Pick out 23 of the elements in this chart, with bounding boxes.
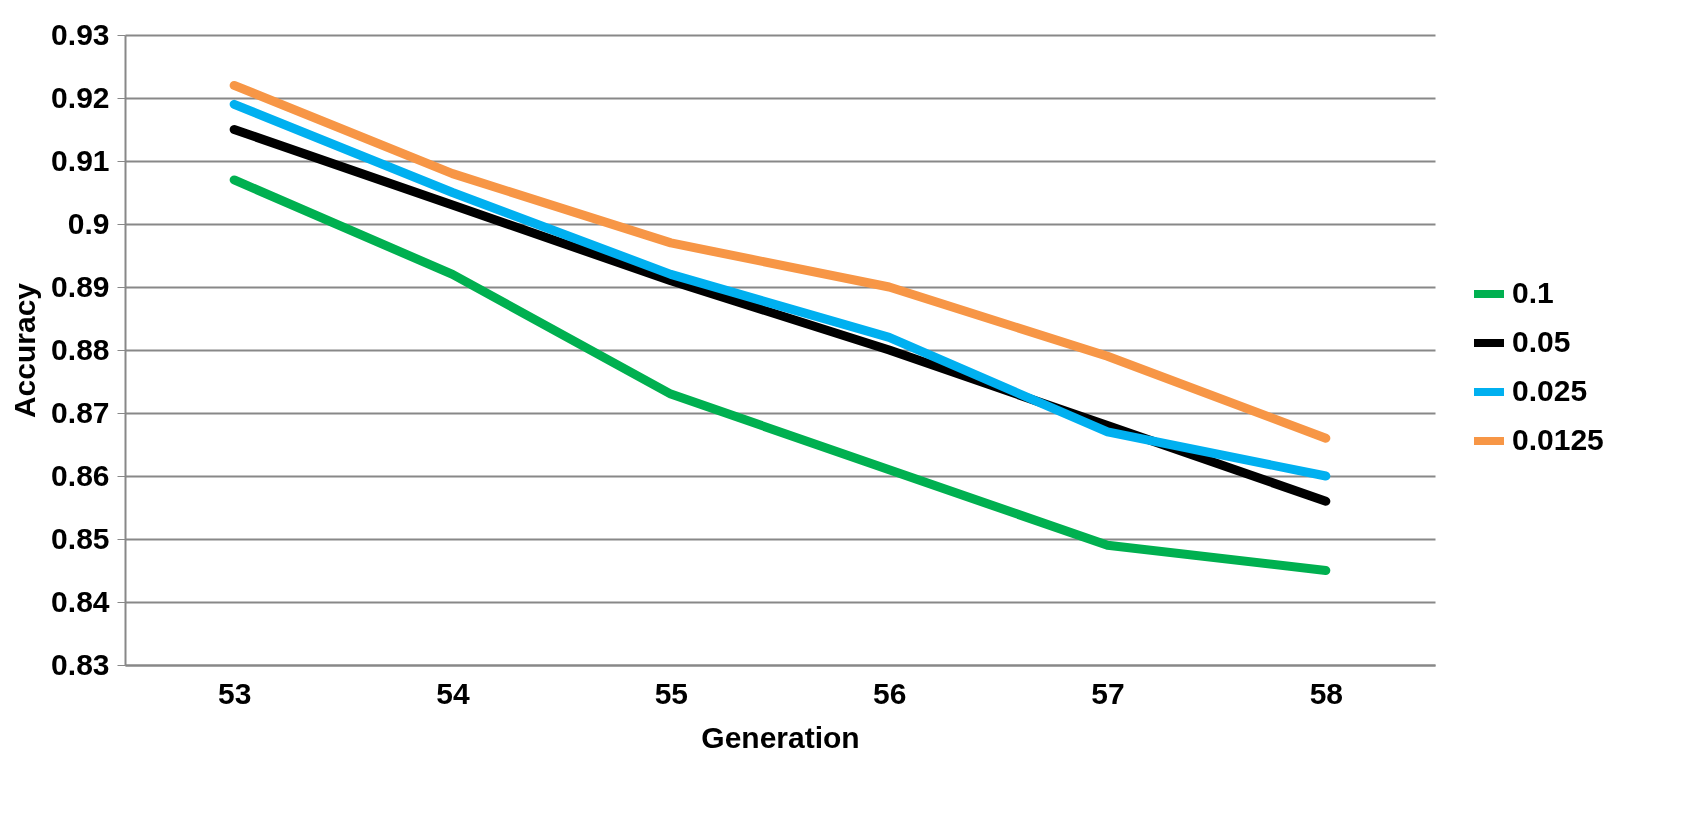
y-tick-label: 0.9: [67, 206, 110, 240]
x-tick-label: 56: [872, 676, 907, 710]
y-tick-label: 0.91: [51, 143, 110, 177]
y-tick-label: 0.87: [51, 395, 110, 429]
legend-label: 0.1: [1512, 276, 1554, 309]
x-tick-label: 58: [1309, 676, 1344, 710]
y-axis-title: Accuracy: [8, 282, 42, 419]
y-tick-label: 0.89: [51, 269, 110, 303]
x-tick-label: 55: [654, 676, 689, 710]
legend-label: 0.0125: [1512, 423, 1604, 456]
legend-label: 0.05: [1512, 325, 1571, 358]
y-tick-label: 0.92: [51, 80, 110, 114]
y-tick-label: 0.86: [51, 458, 110, 492]
y-tick-label: 0.88: [51, 332, 110, 366]
y-tick-label: 0.84: [51, 584, 110, 618]
x-tick-label: 57: [1091, 676, 1125, 710]
y-tick-label: 0.85: [51, 521, 110, 555]
x-tick-label: 54: [436, 676, 470, 710]
y-tick-label: 0.93: [51, 17, 110, 51]
legend-label: 0.025: [1512, 374, 1588, 407]
x-tick-label: 53: [217, 676, 252, 710]
x-axis-title: Generation: [701, 720, 860, 754]
y-tick-label: 0.83: [51, 647, 110, 681]
